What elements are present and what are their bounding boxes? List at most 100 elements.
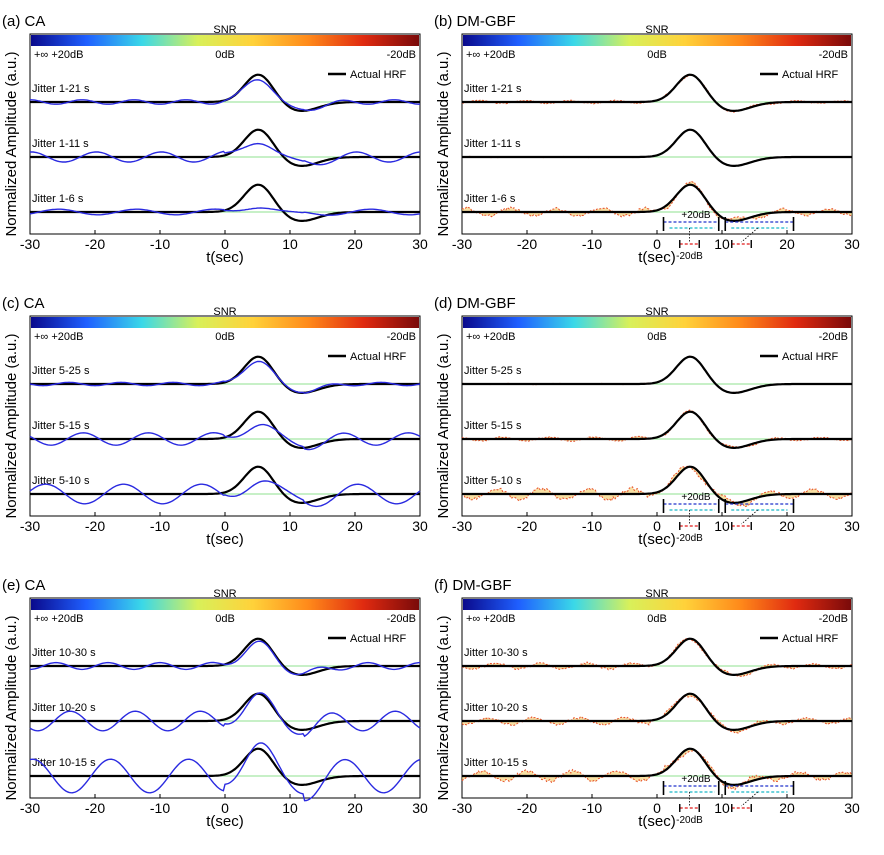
x-tick-label: 30	[412, 236, 428, 252]
y-axis-label: Normalized Amplitude (a.u.)	[435, 333, 452, 518]
x-tick-label: 10	[282, 518, 298, 534]
colorbar-right-label: -20dB	[387, 613, 416, 625]
panel-label: (b) DM-GBF	[434, 13, 516, 30]
inset-top-label: +20dB	[681, 492, 711, 503]
panel-label: (e) CA	[2, 577, 45, 594]
x-tick-label: -20	[517, 518, 537, 534]
panel-label: (c) CA	[2, 295, 45, 312]
ca-estimate-line	[29, 360, 421, 394]
x-tick-label: 20	[347, 236, 363, 252]
inset: +20dB -20dB	[662, 774, 795, 826]
x-tick-label: -20	[517, 800, 537, 816]
ca-estimate-line	[29, 480, 421, 508]
colorbar-left-label: +∞ +20dB	[34, 331, 83, 343]
x-tick-label: 20	[347, 800, 363, 816]
x-tick-label: 10	[714, 800, 730, 816]
legend-label: Actual HRF	[350, 633, 407, 645]
colorbar-right-label: -20dB	[819, 331, 848, 343]
y-axis-label: Normalized Amplitude (a.u.)	[3, 51, 20, 236]
actual-hrf-line	[462, 73, 852, 112]
colorbar	[31, 317, 419, 328]
inset-bottom-label: -20dB	[676, 815, 703, 826]
x-tick-label: 30	[412, 518, 428, 534]
inset-bottom-label: -20dB	[676, 533, 703, 544]
ca-estimate-line	[29, 423, 421, 451]
x-tick-label: -30	[452, 518, 472, 534]
x-tick-label: 10	[714, 236, 730, 252]
dm-band	[462, 181, 852, 221]
x-tick-label: -10	[150, 800, 170, 816]
x-tick-label: -10	[582, 800, 602, 816]
actual-hrf-line	[30, 747, 420, 786]
colorbar-left-label: +∞ +20dB	[34, 49, 83, 61]
colorbar-left-label: +∞ +20dB	[466, 49, 515, 61]
row-label: Jitter 1-11 s	[464, 138, 521, 150]
y-axis-label: Normalized Amplitude (a.u.)	[435, 615, 452, 800]
actual-hrf-line	[462, 128, 852, 167]
dm-band	[462, 693, 852, 734]
colorbar	[31, 35, 419, 46]
colorbar-right-label: -20dB	[819, 613, 848, 625]
colorbar	[31, 599, 419, 610]
inset-connector	[741, 227, 759, 243]
inset: +20dB -20dB	[662, 492, 795, 544]
x-tick-label: 0	[221, 518, 229, 534]
x-tick-label: 0	[653, 236, 661, 252]
row-label: Jitter 10-30 s	[464, 647, 528, 659]
colorbar-title: SNR	[213, 24, 236, 36]
panel-2: SNR +∞ +20dB 0dB -20dB (b) DM-GBF Actual HRF N…	[434, 13, 860, 266]
x-tick-label: -10	[582, 518, 602, 534]
colorbar	[463, 599, 851, 610]
colorbar-title: SNR	[213, 306, 236, 318]
inset-connector	[741, 509, 759, 525]
row-label: Jitter 1-11 s	[32, 138, 89, 150]
legend-label: Actual HRF	[782, 69, 839, 81]
actual-hrf-line	[30, 465, 420, 504]
x-tick-label: -20	[85, 800, 105, 816]
panel-3: SNR +∞ +20dB 0dB -20dB (c) CA Actual HRF Norma…	[2, 295, 428, 548]
colorbar-title: SNR	[645, 306, 668, 318]
panel-5: SNR +∞ +20dB 0dB -20dB (e) CA Actual HRF Norma…	[2, 577, 428, 830]
colorbar-mid-label: 0dB	[647, 613, 667, 625]
row-label: Jitter 5-15 s	[464, 420, 522, 432]
x-tick-label: 30	[412, 800, 428, 816]
panel-label: (d) DM-GBF	[434, 295, 516, 312]
x-tick-label: 0	[653, 518, 661, 534]
x-axis-label: t(sec)	[638, 249, 676, 266]
legend-label: Actual HRF	[350, 351, 407, 363]
row-label: Jitter 5-25 s	[32, 365, 90, 377]
colorbar-mid-label: 0dB	[215, 331, 235, 343]
panel-1: SNR +∞ +20dB 0dB -20dB (a) CA Actual HRF Norma…	[2, 13, 428, 266]
ca-estimate-line	[30, 79, 420, 111]
actual-hrf-line	[30, 410, 420, 449]
colorbar-mid-label: 0dB	[647, 331, 667, 343]
actual-hrf-line	[462, 183, 852, 222]
row-label: Jitter 5-15 s	[32, 420, 90, 432]
colorbar-left-label: +∞ +20dB	[466, 613, 515, 625]
panel-label: (a) CA	[2, 13, 45, 30]
x-tick-label: -20	[85, 518, 105, 534]
x-tick-label: 10	[714, 518, 730, 534]
x-axis-label: t(sec)	[206, 249, 244, 266]
dm-noisy-trace	[461, 465, 853, 508]
actual-hrf-line	[30, 355, 420, 394]
ca-estimate-line	[29, 640, 421, 676]
ca-estimate-line	[29, 692, 421, 738]
actual-hrf-line	[462, 637, 852, 676]
x-tick-label: -30	[452, 800, 472, 816]
x-tick-label: 30	[844, 800, 860, 816]
x-tick-label: 10	[282, 800, 298, 816]
inset-top-label: +20dB	[681, 210, 711, 221]
x-tick-label: -30	[20, 236, 40, 252]
x-tick-label: 0	[653, 800, 661, 816]
row-label: Jitter 10-20 s	[32, 702, 96, 714]
inset-top-label: +20dB	[681, 774, 711, 785]
row-label: Jitter 10-15 s	[464, 757, 528, 769]
legend-label: Actual HRF	[782, 351, 839, 363]
y-axis-label: Normalized Amplitude (a.u.)	[435, 51, 452, 236]
dm-noisy-trace	[461, 750, 853, 791]
inset-connector	[741, 791, 759, 807]
x-tick-label: 20	[779, 236, 795, 252]
dm-noisy-trace	[461, 180, 853, 220]
